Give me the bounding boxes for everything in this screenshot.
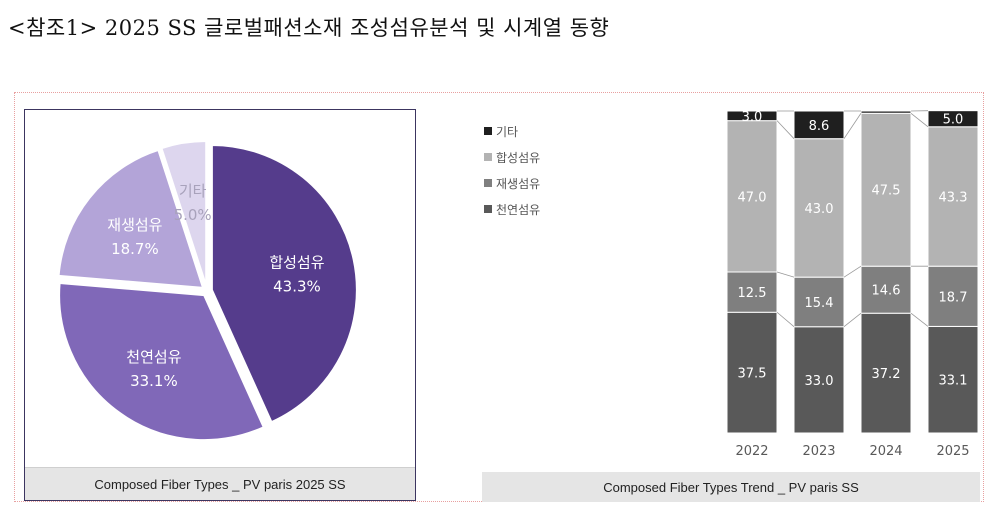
bar-value-label: 47.5 [872, 184, 901, 199]
series-connector [910, 312, 929, 327]
bar-value-label: 15.4 [805, 296, 834, 311]
legend-item: 천연섬유 [484, 196, 540, 222]
legend-swatch [484, 179, 492, 187]
bar-segment [927, 265, 979, 327]
x-tick-label: 2023 [802, 444, 835, 459]
bar-segment [726, 311, 778, 434]
bar-value-label: 5.0 [943, 113, 964, 128]
bar-value-label: 33.0 [805, 374, 834, 389]
bar-value-label: 18.7 [939, 290, 968, 305]
pie-slice-3 [57, 148, 205, 290]
bar-value-label: 43.0 [805, 202, 834, 217]
stacked-bar-chart: 37.5 12.5 47.0 3.0 2022 33.0 15.4 43.0 8.6 2023 37… [726, 110, 979, 459]
bar-segment [793, 326, 845, 434]
bar-value-label: 47.0 [738, 190, 767, 205]
pie-slice-1 [210, 143, 358, 424]
series-connector [910, 112, 929, 128]
pie-slice-value: 18.7% [111, 240, 159, 258]
pie-slice-label: 합성섬유 [269, 254, 324, 272]
bar-value-label: 8.6 [809, 119, 830, 134]
bar-segment [726, 110, 778, 122]
pie-chart: 합성섬유 43.3% 천연섬유 33.1% 재생섬유 18.7% 기타 5.0% [57, 140, 358, 442]
pie-slice-label: 천연섬유 [126, 348, 181, 366]
series-connector [843, 113, 862, 139]
bar-value-label: 37.5 [738, 367, 767, 382]
bar-segment [927, 126, 979, 267]
x-tick-label: 2025 [936, 444, 969, 459]
bar-segment [793, 110, 845, 140]
bar-segment [793, 138, 845, 278]
pie-chart-caption: Composed Fiber Types _ PV paris 2025 SS [25, 467, 415, 500]
bar-segment [726, 120, 778, 273]
series-connector [776, 120, 795, 139]
series-connector [776, 271, 795, 278]
legend-swatch [484, 205, 492, 213]
pie-slice-label: 기타 [179, 182, 207, 200]
pie-slice-2 [58, 281, 266, 442]
page-title: <참조1> 2025 SS 글로벌패션소재 조성섬유분석 및 시계열 동향 [8, 16, 610, 40]
x-tick-label: 2022 [735, 444, 768, 459]
legend-swatch [484, 153, 492, 161]
pie-slice-4 [160, 140, 208, 287]
bar-value-label: 37.2 [872, 367, 901, 382]
legend-item: 재생섬유 [484, 170, 540, 196]
legend-label: 합성섬유 [496, 150, 541, 165]
x-tick-label: 2024 [869, 444, 902, 459]
bar-value-label: 33.1 [939, 374, 968, 389]
bar-value-label: 14.6 [872, 284, 901, 299]
pie-slice-label: 재생섬유 [107, 216, 162, 234]
legend-label: 재생섬유 [496, 176, 541, 191]
bar-value-label: 43.3 [939, 190, 968, 205]
bar-segment [726, 271, 778, 313]
bar-segment [860, 312, 912, 434]
bar-segment [860, 110, 912, 114]
legend-label: 천연섬유 [496, 202, 541, 217]
legend-item: 합성섬유 [484, 144, 540, 170]
legend-item: 기타 [484, 118, 540, 144]
bar-chart-caption: Composed Fiber Types Trend _ PV paris SS [482, 472, 980, 502]
bar-segment [927, 110, 979, 128]
pie-slice-value: 33.1% [130, 372, 178, 390]
bar-segment [860, 265, 912, 314]
series-connector [776, 311, 795, 328]
legend-swatch [484, 127, 492, 135]
bar-value-label: 3.0 [742, 110, 763, 125]
bar-segment [860, 112, 912, 267]
bar-value-label: 12.5 [738, 286, 767, 301]
series-connector [843, 265, 862, 278]
pie-slice-value: 5.0% [174, 206, 212, 224]
series-connector [843, 312, 862, 328]
legend-label: 기타 [496, 124, 519, 139]
pie-chart-panel: 합성섬유 43.3% 천연섬유 33.1% 재생섬유 18.7% 기타 5.0% Compos… [24, 109, 416, 501]
pie-slice-value: 43.3% [273, 278, 321, 296]
bar-segment [793, 276, 845, 328]
